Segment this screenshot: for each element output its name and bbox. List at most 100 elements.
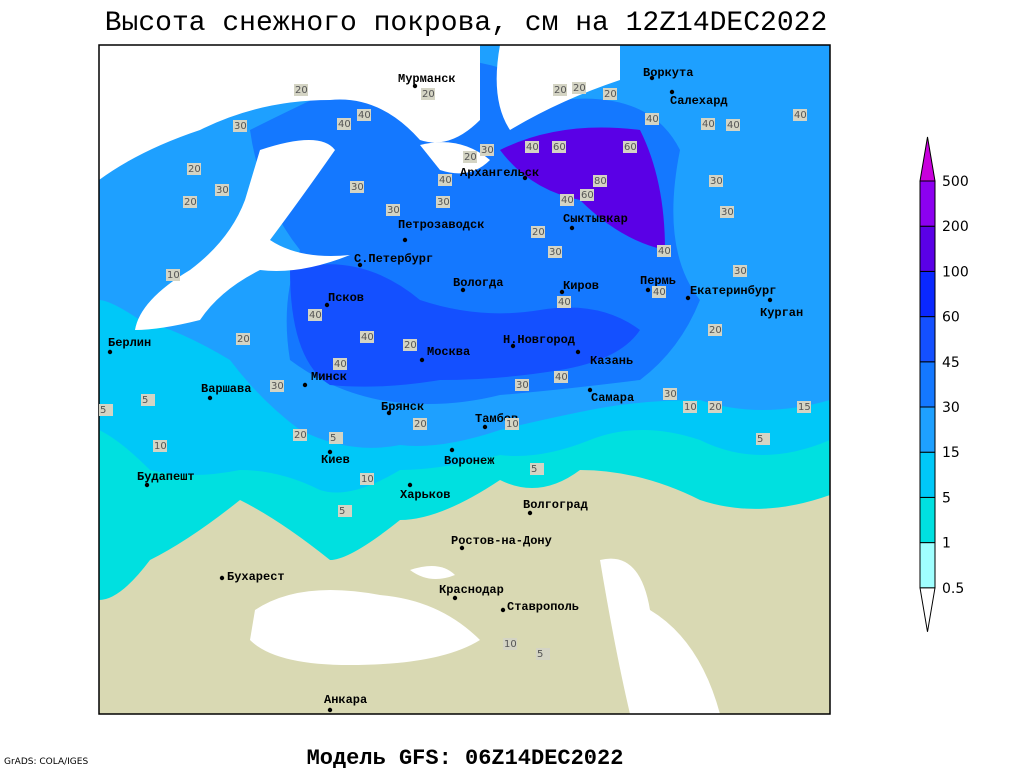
city-label: Воркута <box>643 66 693 80</box>
city-dot <box>452 595 458 601</box>
contour-label-bg <box>553 84 567 96</box>
contour-label-bg <box>756 433 770 445</box>
contour-label-bg <box>308 309 322 321</box>
city-dot <box>510 343 516 349</box>
contour-label: 40 <box>794 110 807 121</box>
city-dot <box>500 607 506 613</box>
map-area <box>99 45 830 714</box>
contour-label-bg <box>153 440 167 452</box>
contour-label: 30 <box>234 121 247 132</box>
contour-label-bg <box>593 175 607 187</box>
contour-label-bg <box>338 505 352 517</box>
contour-label-bg <box>141 394 155 406</box>
contour-label-bg <box>560 194 574 206</box>
contour-label: 40 <box>558 297 571 308</box>
colorbar-segment <box>919 496 936 544</box>
contour-label-bg <box>403 339 417 351</box>
contour-label-bg <box>463 151 477 163</box>
city-dot <box>302 382 308 388</box>
city-label: Петрозаводск <box>398 218 484 232</box>
city-label: Анкара <box>324 693 367 707</box>
caspian-sea <box>600 558 720 714</box>
contour-label: 5 <box>531 464 537 475</box>
city-dot <box>327 449 333 455</box>
contour-label: 40 <box>338 119 351 130</box>
city-dot <box>207 395 213 401</box>
city-dot <box>522 175 528 181</box>
contour-label: 30 <box>721 207 734 218</box>
contour-label-bg <box>557 296 571 308</box>
contour-label: 40 <box>653 287 666 298</box>
contour-label: 30 <box>216 185 229 196</box>
colorbar-label: 15 <box>942 445 960 461</box>
city-label: Минск <box>311 370 347 384</box>
contour-label: 10 <box>506 419 519 430</box>
contour-label-bg <box>531 226 545 238</box>
contour-label: 30 <box>734 266 747 277</box>
credit: GrADS: COLA/IGES <box>4 757 88 767</box>
contour-label: 10 <box>504 639 517 650</box>
colorbar-segment <box>919 316 936 363</box>
city-label: Краснодар <box>439 583 504 597</box>
contour-label-bg <box>726 119 740 131</box>
contour-label: 5 <box>537 649 543 660</box>
city-dot <box>219 575 225 581</box>
footer: Модель GFS: 06Z14DEC2022 <box>307 746 624 768</box>
contour-label-bg <box>421 88 435 100</box>
city-dot <box>402 237 408 243</box>
city-dot <box>386 410 392 416</box>
contour-label: 20 <box>573 83 586 94</box>
contour-label: 80 <box>594 176 607 187</box>
map-frame <box>98 44 831 715</box>
city-label: Пермь <box>640 274 676 288</box>
city-dot <box>419 357 425 363</box>
city-label: Бухарест <box>227 570 285 584</box>
colorbar-label: 500 <box>942 174 969 190</box>
contour-label: 40 <box>526 142 539 153</box>
city-label: Воронеж <box>444 454 495 468</box>
city-dot <box>767 297 773 303</box>
contour-label-bg <box>720 206 734 218</box>
colorbar-label: 60 <box>942 310 960 326</box>
contour-label-bg <box>270 380 284 392</box>
city-label: Салехард <box>670 94 728 108</box>
colorbar-bottom <box>919 587 936 632</box>
colorbar-top <box>919 136 936 182</box>
city-label: Курган <box>760 306 803 320</box>
city-label: Сыктывкар <box>563 212 628 226</box>
contour-label: 30 <box>516 380 529 391</box>
contour-label-bg <box>413 418 427 430</box>
contour-label-bg <box>652 286 666 298</box>
contour-label: 30 <box>549 247 562 258</box>
colorbar-segment <box>919 542 936 589</box>
contour-label: 10 <box>684 402 697 413</box>
city-dot <box>412 83 418 89</box>
colorbar-label: 45 <box>942 355 960 371</box>
colorbar-label: 200 <box>942 219 969 235</box>
city-label: Мурманск <box>398 72 456 86</box>
contour-label-bg <box>183 196 197 208</box>
contour-label-bg <box>548 246 562 258</box>
city-dot <box>645 287 651 293</box>
city-dot <box>649 75 655 81</box>
city-label: Волгоград <box>523 498 588 512</box>
contour-label-bg <box>215 184 229 196</box>
contour-label: 40 <box>727 120 740 131</box>
contour-label: 20 <box>422 89 435 100</box>
contour-label-bg <box>536 648 550 660</box>
contour-label: 60 <box>624 142 637 153</box>
contour-label-bg <box>709 175 723 187</box>
contour-label-bg <box>436 196 450 208</box>
contour-label: 10 <box>167 270 180 281</box>
city-label: Архангельск <box>460 166 539 180</box>
contour-label: 30 <box>481 145 494 156</box>
contour-label: 20 <box>294 430 307 441</box>
colorbar-label: 0.5 <box>942 581 964 597</box>
contour-label: 30 <box>387 205 400 216</box>
contour-label: 5 <box>142 395 148 406</box>
city-dot <box>107 349 113 355</box>
colorbar-label: 30 <box>942 400 960 416</box>
contour-label: 30 <box>351 182 364 193</box>
city-label: Казань <box>590 354 633 368</box>
azov-sea <box>410 566 455 579</box>
